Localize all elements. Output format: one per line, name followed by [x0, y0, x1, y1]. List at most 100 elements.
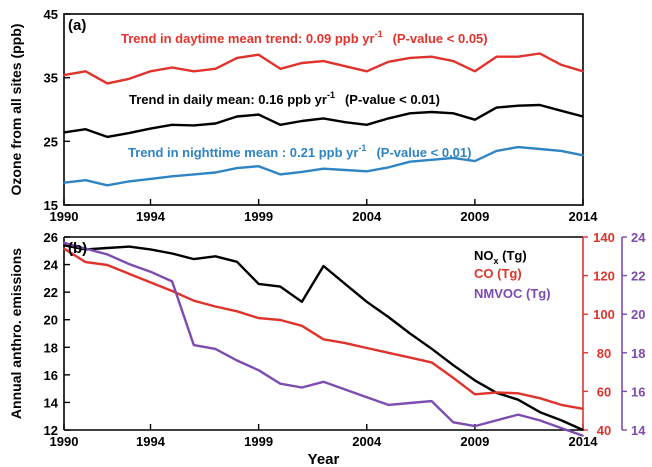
data-point [63, 241, 65, 244]
data-point [192, 344, 195, 346]
data-point [63, 74, 65, 76]
data-point [344, 388, 346, 391]
data-point [344, 283, 346, 285]
annotation-pvalue: (P-value < 0.05) [393, 31, 488, 46]
data-point [279, 382, 282, 385]
y-tick-label: 45 [44, 7, 58, 22]
data-point [257, 317, 260, 319]
data-point [106, 247, 109, 249]
data-point [344, 342, 346, 344]
trend-annotation-1: Trend in daily mean: 0.16 ppb yr-1 (P-val… [129, 90, 440, 107]
data-point [214, 171, 217, 174]
right-y-tick-label-nmvoc: 20 [631, 307, 645, 322]
annotation-text: Trend in daytime mean trend: 0.09 ppb yr [121, 31, 375, 46]
data-point [409, 356, 411, 359]
data-point [257, 165, 260, 167]
data-point [171, 123, 173, 126]
data-point [106, 264, 109, 266]
data-point [409, 332, 411, 335]
data-point [430, 55, 433, 58]
data-point [128, 245, 130, 248]
data-point [192, 258, 195, 260]
x-tick-label: 2014 [569, 434, 599, 449]
annotation-text: Trend in nighttime mean : 0.21 ppb yr [128, 145, 358, 160]
data-point [387, 60, 390, 63]
data-point [171, 66, 173, 69]
data-point [582, 70, 584, 73]
data-point [582, 407, 584, 410]
data-point [474, 160, 476, 162]
data-point [84, 261, 87, 263]
data-point [128, 78, 130, 80]
data-point [387, 404, 390, 406]
data-point [301, 386, 303, 389]
x-axis-label: Year [308, 451, 340, 467]
trend-annotation-0: Trend in daytime mean trend: 0.09 ppb yr… [121, 29, 488, 46]
annotation-superscript: -1 [358, 143, 366, 153]
data-point [192, 173, 195, 176]
data-point [474, 118, 476, 121]
panel-label-a: (a) [68, 17, 86, 34]
data-point [84, 128, 87, 131]
data-point [106, 184, 109, 187]
data-point [128, 132, 130, 134]
data-point [387, 316, 390, 318]
data-point [128, 180, 130, 183]
data-point [279, 319, 282, 321]
data-point [214, 255, 217, 258]
data-point [236, 359, 238, 362]
right-y-tick-label-co: 140 [593, 230, 615, 245]
data-point [63, 244, 65, 247]
x-tick-label: 2004 [352, 434, 382, 449]
left-y-tick-label: 26 [44, 230, 58, 245]
data-point [344, 65, 346, 68]
data-point [430, 158, 433, 161]
data-point [452, 377, 455, 379]
data-point [409, 57, 411, 59]
data-point [365, 123, 368, 126]
data-point [257, 369, 260, 371]
data-point [84, 247, 87, 250]
series-line-a-1 [63, 103, 584, 139]
data-point [582, 115, 584, 118]
data-point [409, 402, 411, 404]
panel-a-frame [63, 13, 584, 206]
data-point [236, 310, 238, 313]
data-point [517, 392, 519, 395]
data-point [430, 361, 433, 364]
data-point [495, 419, 498, 422]
data-point [560, 404, 563, 406]
right-y-tick-label-nmvoc: 14 [631, 423, 646, 438]
data-point [517, 398, 519, 401]
data-point [452, 364, 455, 367]
data-point [63, 247, 65, 250]
legend-entry-0: NOx (Tg) [474, 248, 527, 266]
data-point [582, 429, 584, 431]
data-point [517, 55, 519, 58]
data-point [365, 170, 368, 173]
data-point [106, 253, 109, 256]
data-point [301, 171, 303, 173]
data-point [582, 434, 584, 437]
data-point [560, 109, 563, 112]
data-point [279, 123, 282, 126]
data-point [387, 117, 390, 120]
legend-unit: (Tg) [499, 248, 527, 263]
y-axis-label-b: Annual anthro. emissions [8, 248, 24, 419]
data-point [495, 391, 498, 394]
data-point [171, 290, 173, 292]
data-point [171, 175, 173, 178]
x-tick-label: 1990 [50, 209, 79, 224]
data-point [63, 131, 65, 134]
x-tick-label: 1990 [50, 434, 79, 449]
data-point [214, 305, 217, 308]
annotation-pvalue: (P-value < 0.01) [376, 145, 471, 160]
right-y-tick-label-co: 40 [597, 423, 611, 438]
y-axis-label-a: Ozone from all sites (ppb) [8, 24, 24, 196]
data-point [63, 181, 65, 184]
data-point [214, 348, 217, 350]
data-point [279, 67, 282, 70]
data-point [236, 57, 238, 59]
x-tick-label: 1999 [244, 434, 273, 449]
